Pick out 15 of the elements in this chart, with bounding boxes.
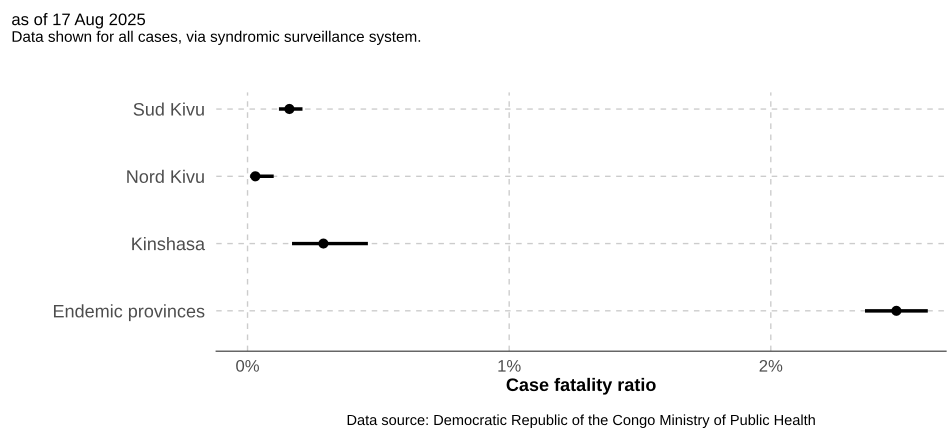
x-tick-label: 0% (236, 360, 259, 372)
x-tick-label: 2% (760, 360, 782, 372)
y-tick-label: Endemic provinces (54, 304, 204, 322)
chart-subtitle: Data shown for all cases, via syndromic surveillance system. (12, 30, 420, 45)
point (318, 238, 328, 249)
point (891, 306, 902, 316)
point (284, 104, 294, 114)
point (250, 171, 260, 182)
source-note: Data source: Democratic Republic of the Congo Ministry of Public Health (348, 414, 815, 428)
y-tick-label: Nord Kivu (127, 170, 204, 184)
y-tick-label: Sud Kivu (134, 102, 204, 116)
x-tick-label: 1% (498, 360, 521, 372)
y-tick-label: Kinshasa (132, 237, 206, 250)
text: as of 17 Aug 2025 (12, 13, 146, 29)
x-axis-title: Case fatality ratio (506, 378, 656, 395)
